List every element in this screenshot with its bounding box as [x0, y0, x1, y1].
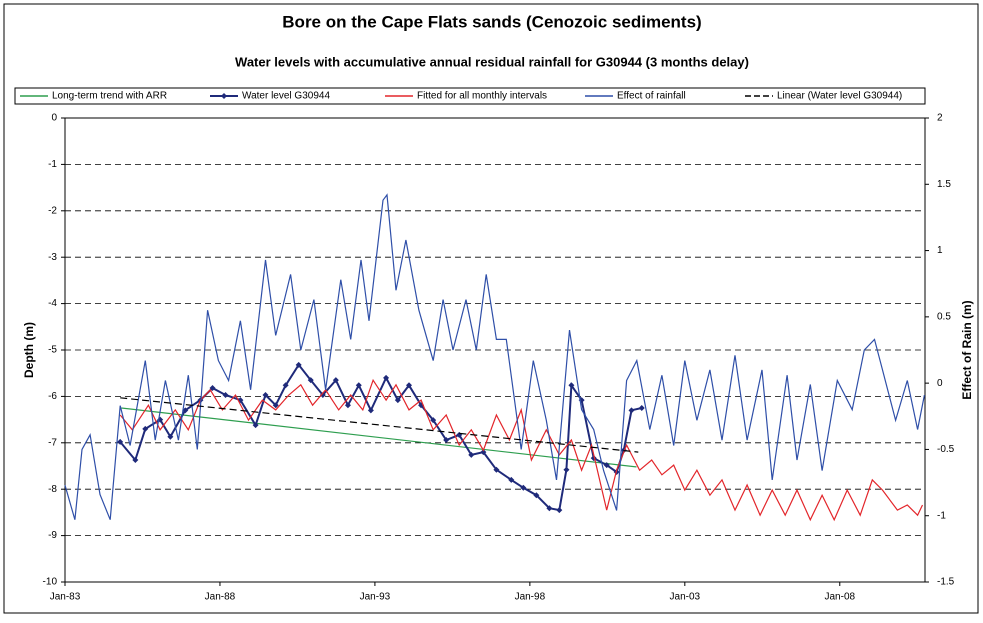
data-marker: [355, 382, 362, 389]
legend-box: [14, 87, 926, 105]
data-marker: [533, 492, 540, 499]
data-marker: [344, 402, 351, 409]
y-tick-label: -4: [48, 298, 57, 309]
data-marker: [295, 361, 302, 368]
data-marker: [443, 437, 450, 444]
data-marker: [117, 438, 124, 445]
plot-area: [64, 117, 926, 583]
data-marker: [406, 382, 412, 389]
data-marker: [282, 382, 289, 389]
y-tick-label: -7: [48, 437, 57, 448]
chart-subtitle: Water levels with accumulative annual re…: [235, 54, 749, 69]
x-tick-label: Jan-98: [515, 592, 546, 603]
x-tick-label: Jan-03: [670, 592, 701, 603]
legend-label: Long-term trend with ARR: [52, 91, 167, 102]
y2-tick-label: 0: [937, 378, 943, 389]
data-marker: [520, 484, 527, 491]
data-marker: [563, 466, 570, 473]
y-tick-label: -6: [48, 391, 57, 402]
data-marker: [546, 505, 553, 512]
y2-tick-label: -1: [937, 510, 946, 521]
y2-axis-title: Effect of Rain (m): [960, 300, 974, 399]
data-marker: [468, 451, 475, 458]
y2-tick-label: -1.5: [937, 577, 955, 588]
data-marker: [394, 397, 401, 404]
y-tick-label: -9: [48, 530, 57, 541]
y2-tick-label: 0.5: [937, 311, 951, 322]
data-marker: [508, 476, 515, 483]
y-tick-label: -2: [48, 205, 57, 216]
data-marker: [262, 392, 269, 399]
y-tick-label: 0: [51, 113, 57, 124]
data-marker: [480, 449, 487, 456]
data-marker: [568, 382, 575, 389]
x-tick-label: Jan-08: [824, 592, 855, 603]
data-marker: [603, 462, 610, 469]
data-marker: [628, 407, 635, 414]
y2-tick-label: 2: [937, 113, 943, 124]
data-marker: [430, 417, 437, 424]
legend-label: Water level G30944: [242, 91, 330, 102]
series-line: [64, 193, 925, 520]
y-tick-label: -10: [43, 577, 58, 588]
y-tick-label: -1: [48, 159, 57, 170]
y2-tick-label: -0.5: [937, 444, 955, 455]
y-axis-title: Depth (m): [22, 322, 36, 378]
chart-title: Bore on the Cape Flats sands (Cenozoic s…: [282, 12, 701, 31]
legend-label: Effect of rainfall: [617, 91, 686, 102]
y2-tick-label: 1: [937, 245, 943, 256]
y-tick-label: -5: [48, 345, 57, 356]
data-marker: [307, 377, 314, 384]
series-line: [120, 397, 639, 453]
y-tick-label: -8: [48, 484, 57, 495]
x-tick-label: Jan-93: [360, 592, 391, 603]
y2-tick-label: 1.5: [937, 179, 951, 190]
data-marker: [367, 407, 374, 414]
data-marker: [638, 405, 645, 411]
data-marker: [272, 402, 279, 409]
data-marker: [556, 507, 563, 514]
data-marker: [493, 466, 500, 473]
series-line: [121, 407, 637, 468]
data-marker: [167, 433, 174, 440]
legend-label: Linear (Water level G30944): [777, 91, 902, 102]
data-marker: [222, 392, 229, 399]
x-tick-label: Jan-83: [50, 592, 81, 603]
data-marker: [383, 374, 390, 381]
data-marker: [332, 377, 339, 384]
data-marker: [319, 392, 326, 399]
x-tick-label: Jan-88: [205, 592, 236, 603]
data-marker: [209, 385, 216, 392]
y-tick-label: -3: [48, 252, 57, 263]
data-marker: [252, 422, 259, 429]
data-marker: [142, 425, 149, 432]
legend-marker: [221, 93, 227, 99]
data-marker: [132, 456, 139, 463]
series-line: [119, 378, 924, 522]
legend-label: Fitted for all monthly intervals: [417, 91, 547, 102]
